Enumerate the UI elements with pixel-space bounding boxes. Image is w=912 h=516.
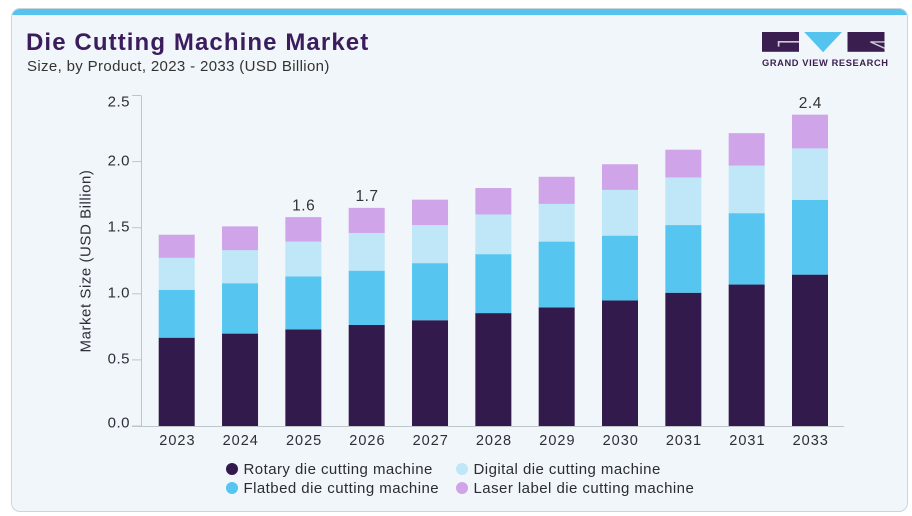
svg-text:2024: 2024 <box>223 433 259 449</box>
svg-text:GRAND VIEW RESEARCH: GRAND VIEW RESEARCH <box>762 58 889 68</box>
svg-text:2031: 2031 <box>666 433 702 449</box>
svg-text:1.6: 1.6 <box>292 197 315 214</box>
svg-text:2.0: 2.0 <box>108 152 130 169</box>
svg-text:2027: 2027 <box>413 433 449 449</box>
svg-text:2025: 2025 <box>286 433 322 449</box>
svg-text:2028: 2028 <box>476 433 512 449</box>
svg-text:Market Size (USD Billion): Market Size (USD Billion) <box>77 170 94 353</box>
svg-text:1.0: 1.0 <box>108 285 130 302</box>
svg-text:2029: 2029 <box>539 433 575 449</box>
svg-text:1.7: 1.7 <box>355 188 378 205</box>
svg-text:2031: 2031 <box>729 433 765 449</box>
svg-text:2026: 2026 <box>349 433 385 449</box>
svg-text:1.5: 1.5 <box>108 218 130 235</box>
svg-text:2023: 2023 <box>159 433 195 449</box>
svg-text:2030: 2030 <box>603 433 639 449</box>
svg-text:0.0: 0.0 <box>108 415 130 432</box>
svg-text:2033: 2033 <box>793 433 829 449</box>
svg-text:2.4: 2.4 <box>799 95 822 112</box>
svg-text:2.5: 2.5 <box>108 93 130 110</box>
svg-text:0.5: 0.5 <box>108 351 130 368</box>
